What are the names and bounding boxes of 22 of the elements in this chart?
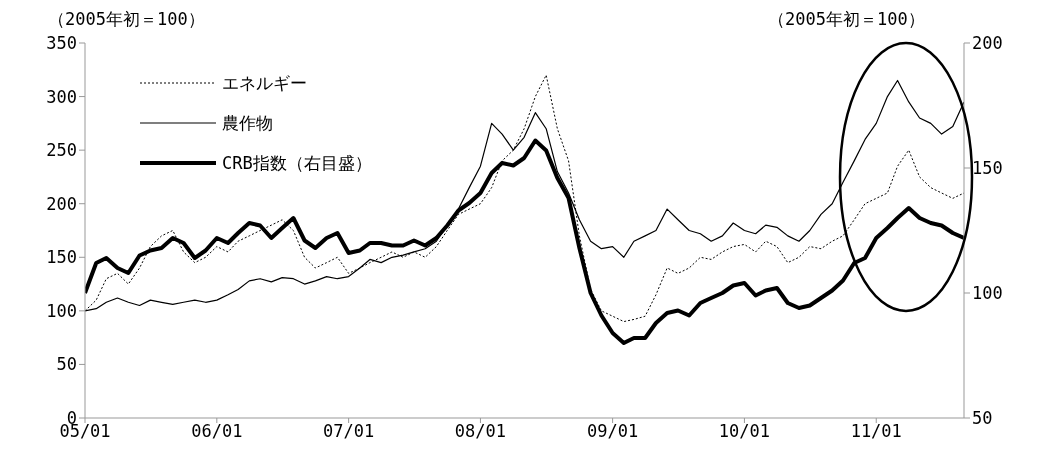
y2-tick-label: 200 <box>972 33 1003 54</box>
x-tick-label: 08/01 <box>454 421 507 442</box>
y2-axis-title: （2005年初＝100） <box>768 8 925 31</box>
y-tick-label: 150 <box>46 247 77 268</box>
y2-tick-label: 100 <box>972 283 1003 304</box>
y-tick-label: 100 <box>46 300 77 321</box>
y-axis-title: （2005年初＝100） <box>48 8 205 31</box>
y-tick-label: 300 <box>46 86 77 107</box>
y-tick-label: 200 <box>46 193 77 214</box>
legend-label: エネルギー <box>222 71 307 95</box>
x-tick-label: 06/01 <box>191 421 243 442</box>
legend-label: CRB指数（右目盛） <box>222 151 372 175</box>
x-tick-label: 10/01 <box>718 421 771 442</box>
y2-tick-label: 50 <box>972 408 993 429</box>
y-tick-label: 50 <box>56 354 77 375</box>
x-tick-label: 07/01 <box>323 421 375 442</box>
y-tick-label: 250 <box>46 140 77 161</box>
x-tick-label: 09/01 <box>587 421 639 442</box>
y-tick-label: 350 <box>46 33 77 54</box>
legend-label: 農作物 <box>222 111 273 135</box>
x-tick-label: 11/01 <box>850 421 902 442</box>
y2-tick-label: 150 <box>972 158 1003 179</box>
